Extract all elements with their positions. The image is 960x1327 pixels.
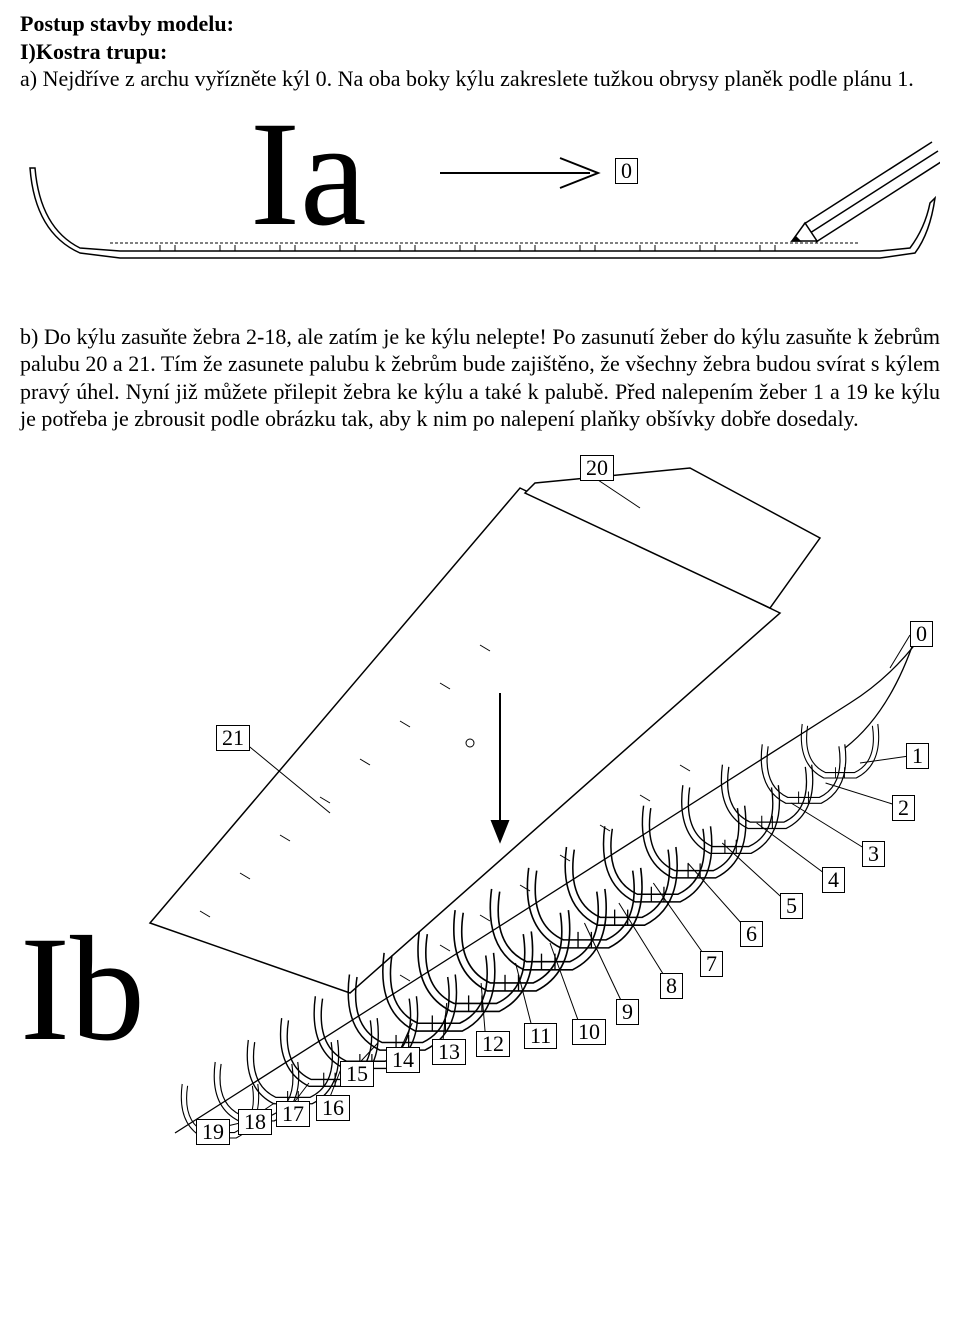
keel-diagram-svg xyxy=(20,103,940,303)
part-label-7: 7 xyxy=(700,951,723,977)
step-a-text: a) Nejdříve z archu vyřízněte kýl 0. Na … xyxy=(20,65,940,93)
part-label-11: 11 xyxy=(524,1023,557,1049)
part-label-9: 9 xyxy=(616,999,639,1025)
step-b-text: b) Do kýlu zasuňte žebra 2-18, ale zatím… xyxy=(20,323,940,433)
part-label-0: 0 xyxy=(910,621,933,647)
part-label-2: 2 xyxy=(892,795,915,821)
part-label-6: 6 xyxy=(740,921,763,947)
part-label-19: 19 xyxy=(196,1119,230,1145)
figure-1a-label: Ia xyxy=(250,88,367,260)
heading-procedure: Postup stavby modelu: xyxy=(20,10,940,38)
part-label-8: 8 xyxy=(660,973,683,999)
figure-1b: Ib 2002112345678910111213141516171819 xyxy=(20,453,940,1153)
label-0: 0 xyxy=(615,158,638,184)
part-label-10: 10 xyxy=(572,1019,606,1045)
part-label-5: 5 xyxy=(780,893,803,919)
part-label-20: 20 xyxy=(580,455,614,481)
part-label-21: 21 xyxy=(216,725,250,751)
part-label-1: 1 xyxy=(906,743,929,769)
heading-hull-frame: I)Kostra trupu: xyxy=(20,38,940,66)
part-label-3: 3 xyxy=(862,841,885,867)
part-label-18: 18 xyxy=(238,1109,272,1135)
part-label-17: 17 xyxy=(276,1101,310,1127)
part-label-14: 14 xyxy=(386,1047,420,1073)
part-label-15: 15 xyxy=(340,1061,374,1087)
figure-1b-label: Ib xyxy=(20,903,145,1075)
part-label-13: 13 xyxy=(432,1039,466,1065)
part-label-4: 4 xyxy=(822,867,845,893)
part-label-12: 12 xyxy=(476,1031,510,1057)
part-label-16: 16 xyxy=(316,1095,350,1121)
figure-1a: Ia 0 xyxy=(20,103,940,303)
